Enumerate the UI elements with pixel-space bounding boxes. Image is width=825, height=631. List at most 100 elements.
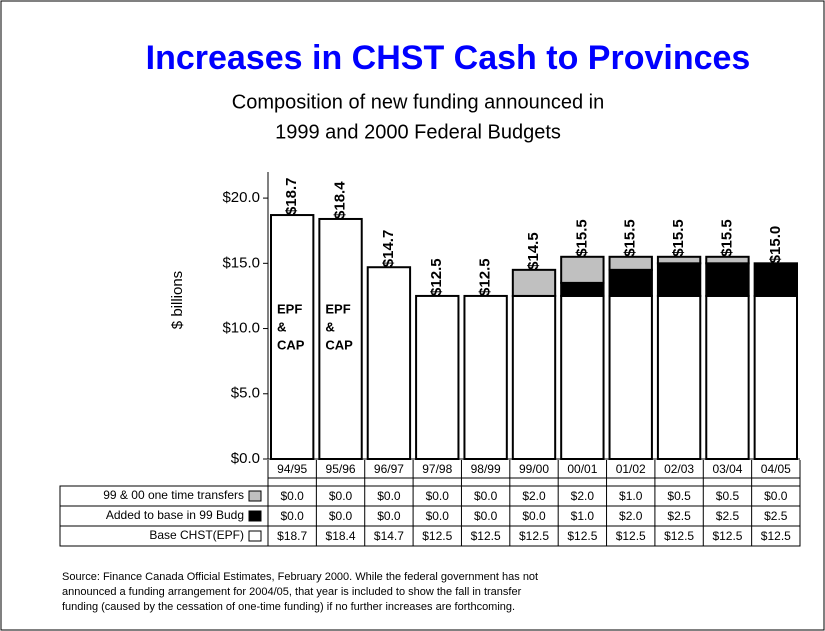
total-label: $14.5 [525, 232, 542, 270]
annotation: CAP [325, 337, 353, 352]
table-value: $12.5 [664, 529, 694, 543]
table-value: $1.0 [619, 489, 643, 503]
bar-segment [318, 217, 363, 460]
bar-segment [656, 262, 702, 297]
note: funding (caused by the cessation of one-… [62, 601, 515, 613]
table-value: $0.0 [329, 489, 353, 503]
table-value: $0.0 [426, 489, 450, 503]
table-value: $12.5 [567, 529, 597, 543]
table-value: $12.5 [422, 529, 452, 543]
table-value: $2.5 [667, 509, 691, 523]
bar-segment [415, 294, 460, 460]
bar-segment [656, 255, 702, 265]
table-value: $0.0 [329, 509, 353, 523]
bar-segment [463, 294, 508, 460]
x-tick-label: 98/99 [471, 462, 501, 476]
bar-segment [753, 262, 798, 297]
table-value: $0.5 [716, 489, 740, 503]
x-tick-label: 00/01 [567, 462, 597, 476]
legend-swatch [248, 490, 262, 502]
bar-segment [560, 294, 605, 460]
y-tick-label: $5.0 [231, 385, 260, 402]
note: Source: Finance Canada Official Estimate… [62, 571, 538, 583]
total-label: $18.4 [332, 181, 349, 219]
total-label: $18.7 [283, 178, 300, 216]
total-label: $15.5 [573, 219, 590, 257]
bar-segment [270, 214, 315, 460]
x-tick-label: 97/98 [422, 462, 452, 476]
total-label: $15.5 [622, 219, 639, 257]
table-value: $0.0 [426, 509, 450, 523]
table-value: $2.0 [522, 489, 546, 503]
table-value: $18.7 [277, 529, 307, 543]
y-axis-label: $ billions [169, 271, 186, 329]
x-tick-label: 04/05 [761, 462, 791, 476]
bar-segment [705, 262, 750, 297]
table-value: $0.0 [474, 509, 498, 523]
annotation: & [277, 319, 286, 334]
total-label: $15.0 [767, 226, 784, 264]
annotation: EPF [277, 301, 302, 316]
table-value: $14.7 [374, 529, 404, 543]
bar-segment [511, 268, 557, 297]
table-value: $0.0 [474, 489, 498, 503]
bar-segment [656, 294, 702, 460]
chart-subtitle: 1999 and 2000 Federal Budgets [275, 121, 561, 143]
table-value: $12.5 [471, 529, 501, 543]
bar-segment [705, 255, 750, 265]
total-label: $15.5 [670, 219, 687, 257]
table-value: $2.5 [716, 509, 740, 523]
legend-swatch [248, 510, 262, 522]
table-value: $12.5 [519, 529, 549, 543]
table-value: $0.0 [377, 489, 401, 503]
table-value: $0.0 [377, 509, 401, 523]
table-value: $2.0 [619, 509, 643, 523]
y-tick-label: $15.0 [222, 254, 260, 271]
total-label: $14.7 [380, 230, 397, 268]
bar-segment [608, 268, 653, 297]
x-tick-label: 02/03 [664, 462, 694, 476]
legend-label: Added to base in 99 Budg [106, 508, 244, 522]
annotation: EPF [325, 301, 350, 316]
y-tick-label: $0.0 [231, 450, 260, 467]
x-tick-label: 94/95 [277, 462, 307, 476]
table-value: $12.5 [761, 529, 791, 543]
legend-swatch [248, 530, 262, 542]
table-value: $0.5 [667, 489, 691, 503]
bar-segment [753, 294, 798, 460]
bar-segment [560, 281, 605, 297]
y-tick-label: $20.0 [222, 189, 260, 206]
annotation: CAP [277, 337, 305, 352]
table-value: $18.4 [326, 529, 356, 543]
bar-segment [608, 255, 653, 271]
y-tick-label: $10.0 [222, 320, 260, 337]
annotation: & [325, 319, 334, 334]
total-label: $12.5 [428, 258, 445, 296]
bar-segment [705, 294, 750, 460]
table-value: $0.0 [522, 509, 546, 523]
legend-label: 99 & 00 one time transfers [103, 488, 244, 502]
bar-segment [511, 294, 557, 460]
bar-segment [608, 294, 653, 460]
table-value: $0.0 [281, 509, 305, 523]
table-value: $1.0 [571, 509, 595, 523]
table-value: $12.5 [616, 529, 646, 543]
chart-title: Increases in CHST Cash to Provinces [146, 39, 751, 77]
table-value: $12.5 [712, 529, 742, 543]
table-value: $0.0 [764, 489, 788, 503]
x-tick-label: 96/97 [374, 462, 404, 476]
total-label: $15.5 [718, 219, 735, 257]
x-tick-label: 99/00 [519, 462, 549, 476]
note: announced a funding arrangement for 2004… [62, 586, 522, 598]
x-tick-label: 03/04 [712, 462, 742, 476]
legend-label: Base CHST(EPF) [149, 528, 244, 542]
chart-subtitle: Composition of new funding announced in [232, 91, 604, 113]
table-value: $0.0 [281, 489, 305, 503]
total-label: $12.5 [477, 258, 494, 296]
table-value: $2.5 [764, 509, 788, 523]
bar-segment [560, 255, 605, 284]
bar-segment [366, 266, 412, 460]
x-tick-label: 01/02 [616, 462, 646, 476]
